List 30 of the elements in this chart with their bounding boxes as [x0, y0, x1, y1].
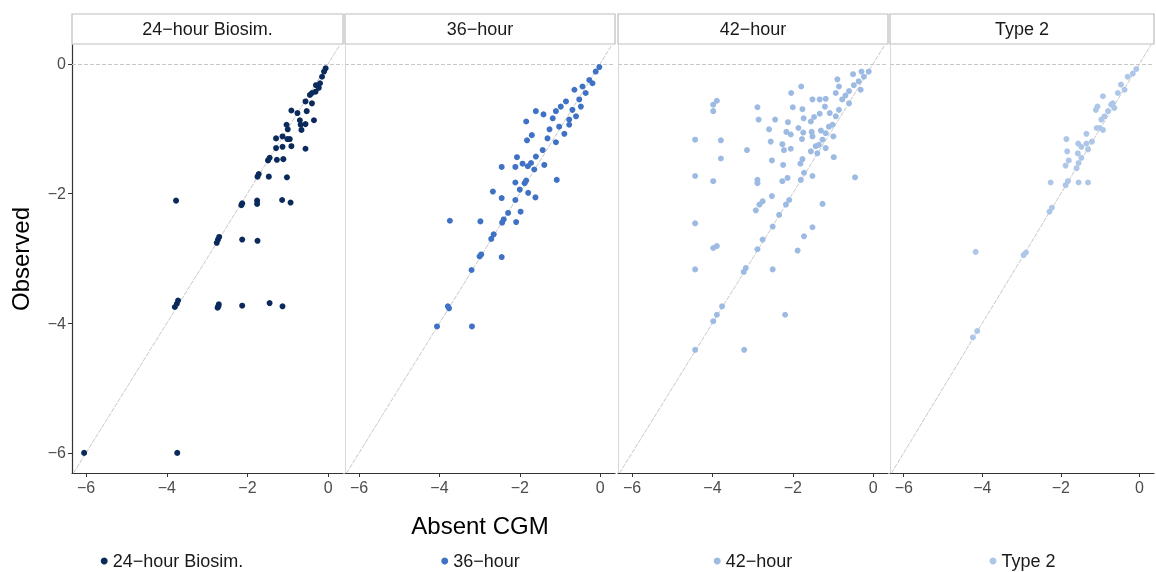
y-tick-label: −6	[47, 444, 67, 462]
x-tick-label: 0	[323, 478, 333, 496]
legend-label: 42−hour	[725, 551, 793, 571]
chart-title: Type 2	[994, 19, 1050, 39]
chart-title: 36−hour	[446, 19, 514, 39]
y-tick-label: −2	[47, 185, 67, 202]
x-tick-label: −4	[703, 478, 722, 496]
x-tick-label: −2	[238, 478, 257, 496]
x-tick-label: −4	[973, 478, 992, 496]
x-tick-label: −4	[157, 478, 176, 496]
x-tick-label: 0	[868, 478, 878, 496]
x-tick-label: −4	[430, 478, 449, 496]
chart-title: 24−hour Biosim.	[142, 19, 273, 39]
x-axis-title: Absent CGM	[411, 511, 549, 539]
x-tick-label: −6	[349, 478, 369, 496]
legend-label: Type 2	[1001, 551, 1056, 571]
y-tick-label: 0	[57, 55, 67, 73]
legend-label: 24−hour Biosim.	[112, 551, 244, 571]
y-tick-label: −4	[47, 314, 67, 332]
x-tick-label: 0	[1135, 478, 1145, 496]
x-tick-label: 0	[595, 478, 605, 496]
x-tick-label: −6	[894, 478, 913, 496]
x-tick-label: −6	[76, 478, 96, 496]
y-axis-title: Observed	[6, 206, 34, 312]
x-tick-label: −2	[783, 478, 802, 496]
legend-label: 36−hour	[453, 551, 520, 571]
chart-title: 42−hour	[719, 19, 787, 39]
x-tick-label: −2	[1051, 478, 1071, 496]
x-tick-label: −6	[622, 478, 642, 496]
x-tick-label: −2	[510, 478, 529, 496]
